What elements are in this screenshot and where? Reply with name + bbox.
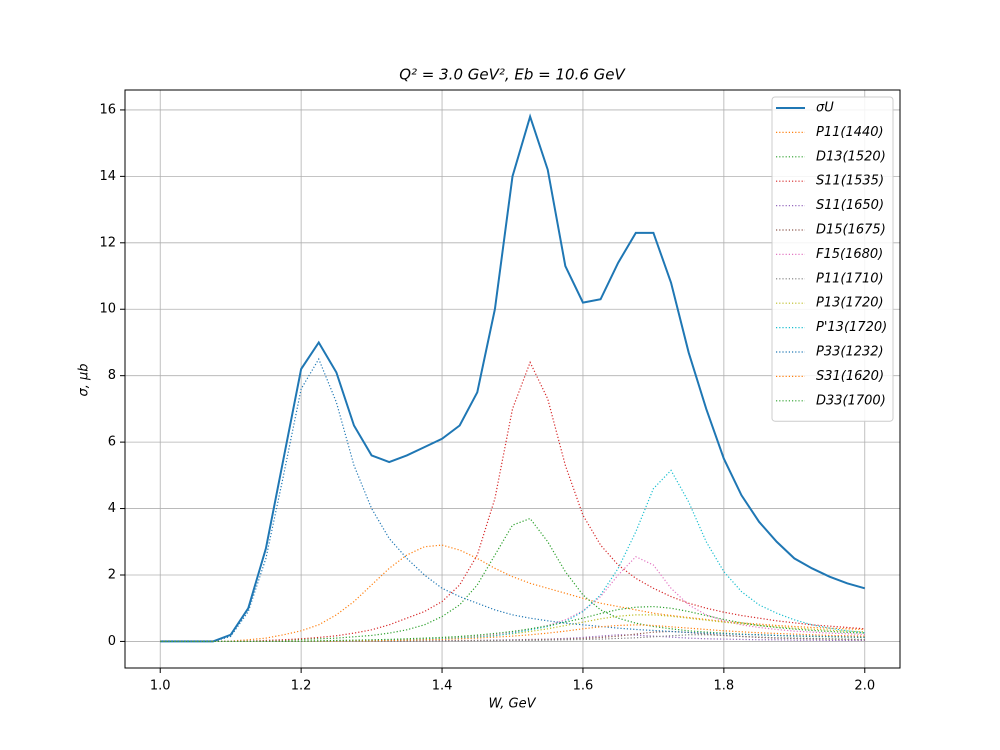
y-tick-label: 8 xyxy=(108,368,116,383)
y-tick-label: 16 xyxy=(99,102,116,117)
y-tick-label: 6 xyxy=(108,435,116,450)
legend: σU P11(1440) D13(1520) S11(1535) S11(1650) D1… xyxy=(771,96,894,422)
series-line xyxy=(160,614,865,643)
y-tick-label: 14 xyxy=(99,169,116,184)
x-tick-label: 1.2 xyxy=(291,679,312,694)
legend-label: P33(1232) xyxy=(816,345,884,360)
series-line xyxy=(160,544,865,643)
legend-label: σU xyxy=(816,101,834,116)
series-line xyxy=(160,634,865,643)
y-tick-label: 4 xyxy=(108,501,116,516)
plot-frame xyxy=(124,89,901,669)
series-line xyxy=(160,469,865,643)
series-line xyxy=(160,624,865,643)
legend-label: D13(1520) xyxy=(816,149,886,164)
x-tick-label: 1.8 xyxy=(714,679,735,694)
x-tick-label: 1.4 xyxy=(432,679,453,694)
legend-label: S11(1650) xyxy=(816,198,884,213)
series-line xyxy=(160,555,865,643)
legend-label: D15(1675) xyxy=(816,223,886,238)
legend-label: F15(1680) xyxy=(816,247,883,262)
y-axis-label: σ, μb xyxy=(77,363,92,396)
y-tick-label: 0 xyxy=(108,634,116,649)
y-tick-label: 10 xyxy=(99,302,116,317)
legend-label: P11(1440) xyxy=(816,125,884,140)
plot-lines xyxy=(160,113,866,643)
legend-label: P11(1710) xyxy=(816,271,884,286)
chart-title: Q² = 3.0 GeV², Eb = 10.6 GeV xyxy=(399,66,626,84)
series-line xyxy=(160,113,866,643)
axes: 1.0 1.2 1.4 1.6 1.8 2.0 0 2 4 6 8 10 12 14 16 xyxy=(99,102,875,693)
x-tick-label: 1.0 xyxy=(150,679,171,694)
legend-label: D33(1700) xyxy=(816,393,886,408)
series-line xyxy=(160,605,865,643)
legend-label: S31(1620) xyxy=(816,369,884,384)
legend-label: S11(1535) xyxy=(816,174,884,189)
legend-box xyxy=(771,96,894,422)
legend-label: P'13(1720) xyxy=(816,320,887,335)
x-tick-label: 1.6 xyxy=(573,679,594,694)
y-tick-label: 12 xyxy=(99,235,116,250)
y-tick-label: 2 xyxy=(108,567,116,582)
legend-label: P13(1720) xyxy=(816,296,884,311)
x-tick-label: 2.0 xyxy=(854,679,875,694)
x-axis-label: W, GeV xyxy=(488,697,536,712)
